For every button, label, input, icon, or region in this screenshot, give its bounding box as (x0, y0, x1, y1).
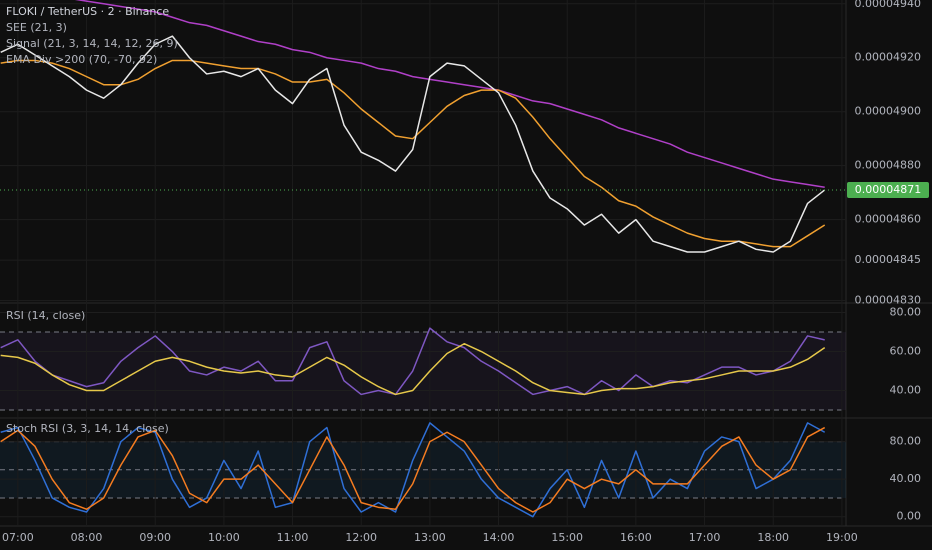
x-tick-label: 16:00 (620, 531, 652, 544)
y-tick-label: 0.00004845 (855, 253, 921, 266)
x-tick-label: 17:00 (689, 531, 721, 544)
series-line (0, 59, 826, 248)
x-tick-label: 07:00 (2, 531, 34, 544)
series-line (0, 327, 825, 396)
x-tick-label: 15:00 (551, 531, 583, 544)
grid (0, 0, 846, 526)
series-line (0, 342, 826, 396)
x-tick-label: 11:00 (277, 531, 309, 544)
y-tick-label: 80.00 (890, 435, 922, 448)
y-tick-label: 40.00 (890, 384, 922, 397)
series-line (0, 422, 826, 518)
pane-title: RSI (14, close) (6, 309, 85, 322)
x-tick-label: 12:00 (345, 531, 377, 544)
plot (0, 0, 846, 518)
last-price-label: 0.00004871 (855, 183, 921, 196)
y-tick-label: 0.00004900 (855, 105, 921, 118)
x-tick-label: 14:00 (483, 531, 515, 544)
series-line (0, 426, 826, 513)
x-tick-label: 18:00 (757, 531, 789, 544)
y-tick-label: 0.00004920 (855, 51, 921, 64)
series-line (0, 35, 826, 253)
y-tick-label: 0.00004860 (855, 213, 921, 226)
y-tick-label: 0.00004830 (855, 294, 921, 307)
y-tick-label: 60.00 (890, 345, 922, 358)
y-tick-label: 80.00 (890, 306, 922, 319)
indicator-label: EMA Div >200 (70, -70, 92) (6, 53, 157, 66)
x-tick-label: 19:00 (826, 531, 858, 544)
pane-title: Stoch RSI (3, 3, 14, 14, close) (6, 422, 169, 435)
indicator-label: Signal (21, 3, 14, 14, 12, 26, 9) (6, 37, 178, 50)
y-tick-label: 0.00004940 (855, 0, 921, 10)
series-line (74, 0, 825, 188)
x-tick-label: 10:00 (208, 531, 240, 544)
x-tick-label: 09:00 (139, 531, 171, 544)
y-tick-label: 40.00 (890, 472, 922, 485)
y-tick-label: 0.00 (897, 510, 922, 523)
y-tick-label: 0.00004880 (855, 159, 921, 172)
indicator-label: SEE (21, 3) (6, 21, 67, 34)
x-tick-label: 13:00 (414, 531, 446, 544)
x-tick-label: 08:00 (71, 531, 103, 544)
chart-title: FLOKI / TetherUS · 2 · Binance (6, 5, 169, 18)
last-price-box (847, 181, 929, 198)
